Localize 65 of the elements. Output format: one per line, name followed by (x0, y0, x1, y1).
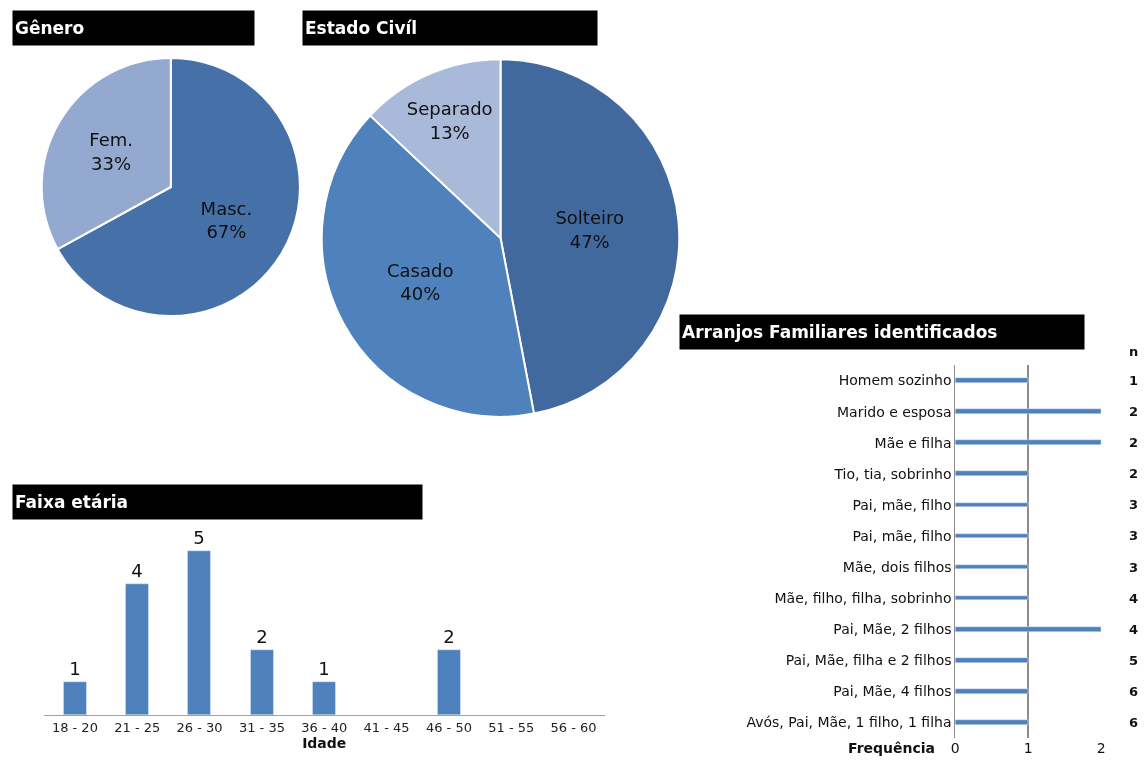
y-tick-label: Pai, Mãe, filha e 2 filhos (785, 652, 952, 669)
data-label: 2 (443, 625, 455, 647)
y2-tick-label: 4 (1129, 591, 1139, 606)
data-label: 33% (91, 152, 132, 174)
chart-title: Arranjos Familiares identificados (682, 322, 998, 342)
x-tick-label: 18 - 20 (51, 719, 98, 735)
x-tick-label: 56 - 60 (550, 719, 597, 735)
chart-title: Estado Civíl (305, 18, 418, 38)
x-tick-label: 2 (1096, 740, 1106, 756)
data-label: 5 (193, 526, 205, 548)
y-tick-label: Marido e esposa (837, 403, 952, 420)
y-tick-label: Mãe, dois filhos (842, 558, 952, 575)
x-tick-label: 21 - 25 (114, 719, 161, 735)
data-label: 47% (569, 230, 610, 252)
chart-title: Faixa etária (15, 492, 129, 512)
y-tick-label: Avós, Pai, Mãe, 1 filho, 1 filha (746, 714, 952, 731)
data-label: 1 (318, 657, 330, 679)
y2-tick-label: 1 (1129, 373, 1139, 388)
x-axis-title: Idade (302, 734, 347, 751)
y2-tick-label: 3 (1129, 560, 1139, 575)
x-tick-label: 1 (1023, 740, 1033, 756)
chart-title: Gênero (15, 18, 85, 38)
bar (63, 681, 87, 715)
x-tick-label: 31 - 35 (238, 719, 285, 735)
data-label: 40% (400, 283, 441, 305)
x-tick-label: 46 - 50 (425, 719, 472, 735)
y2-tick-label: 3 (1129, 528, 1139, 543)
y-tick-label: Pai, mãe, filho (852, 527, 952, 544)
slice-label: Masc. (200, 197, 253, 219)
y-tick-label: Mãe, filho, filha, sobrinho (774, 590, 952, 607)
y2-axis-title: n (1129, 344, 1139, 359)
data-label: 4 (131, 559, 143, 581)
y-tick-label: Pai, Mãe, 2 filhos (833, 621, 952, 638)
bar (312, 681, 336, 715)
x-tick-label: 0 (950, 740, 960, 756)
bar (187, 550, 211, 715)
x-tick-label: 26 - 30 (176, 719, 223, 735)
slice-label: Casado (387, 259, 454, 281)
x-tick-label: 36 - 40 (301, 719, 348, 735)
y2-tick-label: 2 (1129, 435, 1139, 450)
x-tick-label: 41 - 45 (363, 719, 410, 735)
y2-tick-label: 6 (1129, 684, 1139, 699)
y2-tick-label: 2 (1129, 466, 1139, 481)
bar (437, 649, 461, 715)
y-tick-label: Pai, Mãe, 4 filhos (833, 683, 952, 700)
x-axis-title: Frequência (848, 740, 936, 756)
bar (250, 649, 274, 715)
y2-tick-label: 2 (1129, 404, 1139, 419)
y-tick-label: Pai, mãe, filho (852, 496, 952, 513)
data-label: 2 (256, 625, 268, 647)
y2-tick-label: 5 (1129, 653, 1139, 668)
y2-tick-label: 6 (1129, 715, 1139, 730)
data-label: 1 (69, 657, 81, 679)
y2-tick-label: 4 (1129, 622, 1139, 637)
slice-label: Solteiro (555, 207, 624, 229)
slice-label: Fem. (89, 129, 133, 151)
slice-label: Separado (406, 98, 493, 120)
data-label: 67% (206, 221, 247, 243)
y-tick-label: Homem sozinho (838, 372, 952, 389)
y-tick-label: Mãe e filha (874, 434, 952, 451)
y-tick-label: Tio, tia, sobrinho (833, 465, 952, 482)
data-label: 13% (429, 121, 470, 143)
bar (125, 583, 149, 715)
y2-tick-label: 3 (1129, 497, 1139, 512)
x-tick-label: 51 - 55 (488, 719, 535, 735)
